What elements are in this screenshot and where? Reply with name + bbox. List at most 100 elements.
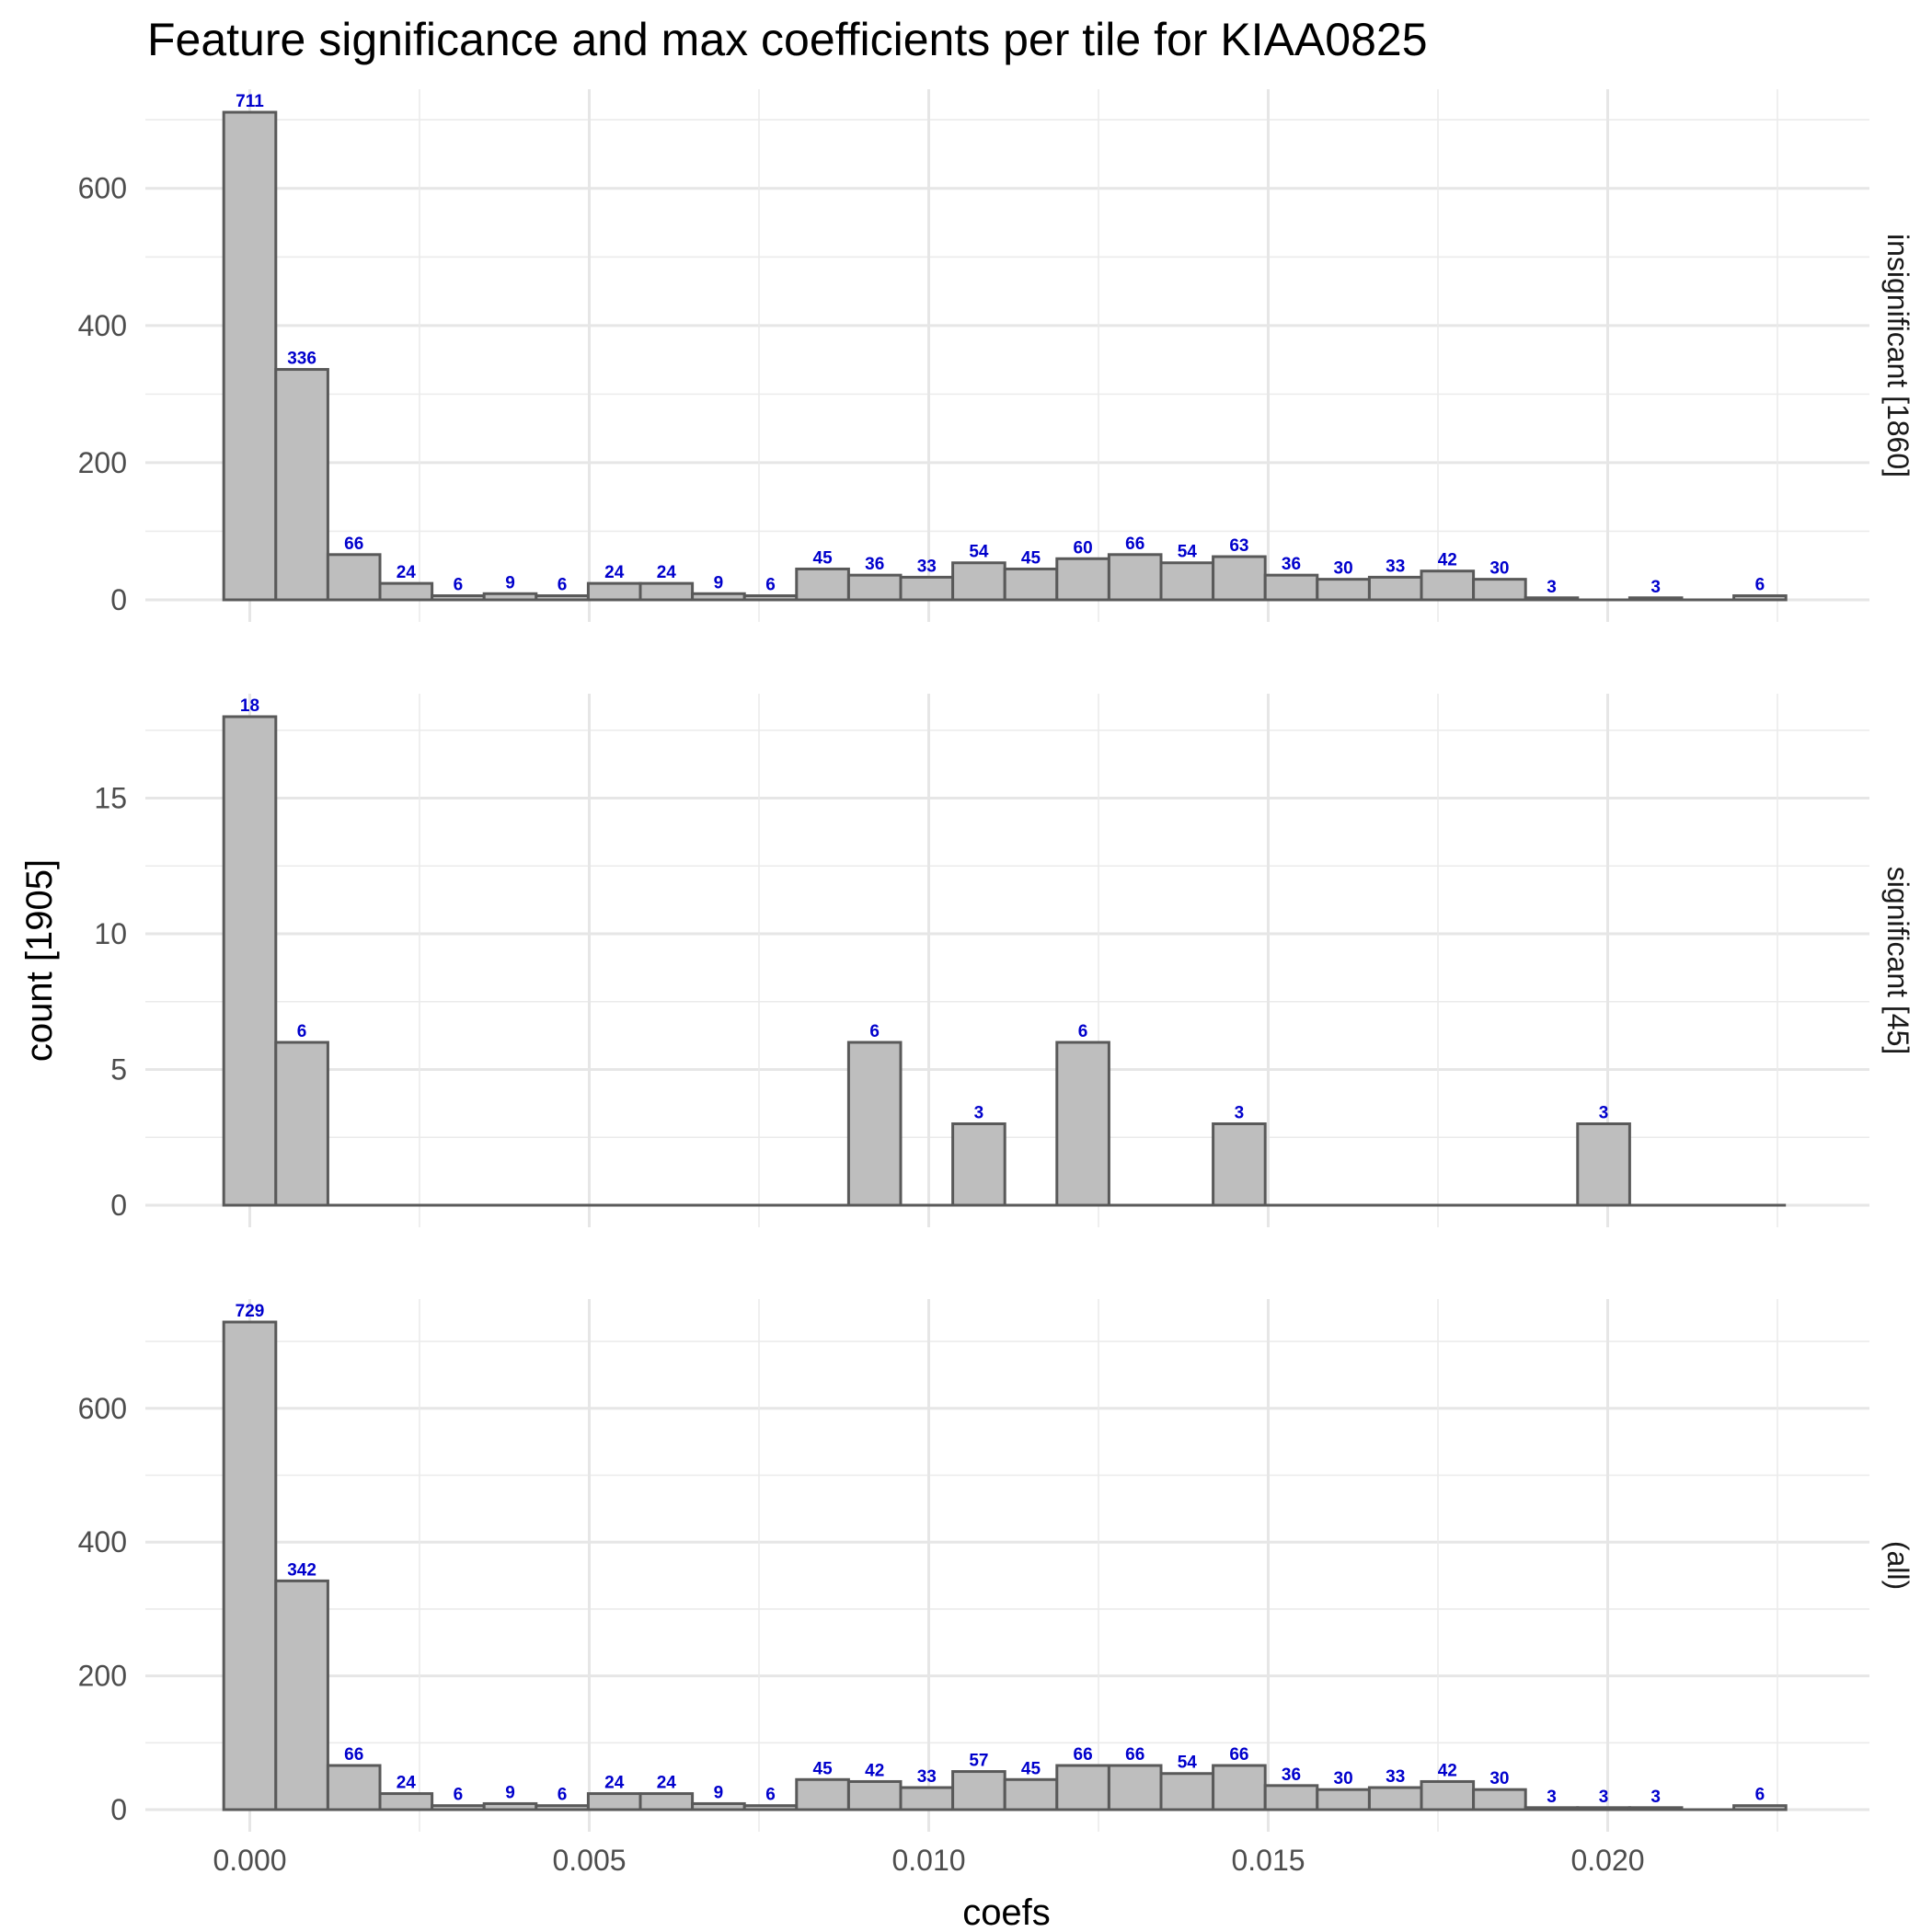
x-tick-label: 0.000 (213, 1844, 286, 1877)
histogram-bar (1159, 1772, 1215, 1811)
facet-strip-label: insignificant [1860] (1881, 234, 1915, 477)
bar-count-label: 54 (969, 543, 989, 562)
histogram-bar (1524, 596, 1580, 602)
bar-count-label: 3 (1650, 1788, 1661, 1807)
bar-count-label: 9 (714, 1783, 724, 1802)
facet-strip-label: (all) (1881, 1541, 1915, 1590)
bar-count-label: 66 (1229, 1745, 1248, 1765)
histogram-bar (1367, 575, 1423, 602)
bar-count-label: 33 (1386, 557, 1405, 576)
bar-count-label: 66 (1125, 1745, 1144, 1765)
histogram-bar (222, 1320, 278, 1811)
bar-count-label: 45 (813, 548, 834, 568)
y-tick-label: 0 (110, 1793, 127, 1826)
bar-count-label: 36 (865, 555, 884, 574)
bar-count-label: 30 (1489, 559, 1509, 579)
histogram-bar (1576, 1122, 1631, 1207)
histogram-bar (899, 575, 955, 602)
y-tick-label: 200 (78, 1660, 127, 1693)
histogram-bar (222, 715, 278, 1207)
bar-count-label: 30 (1489, 1769, 1509, 1788)
y-tick-label: 15 (94, 782, 127, 815)
histogram-bar (1003, 567, 1059, 602)
histogram-bar (1107, 1764, 1163, 1811)
bar-count-label: 33 (1386, 1767, 1405, 1787)
x-tick-label: 0.020 (1570, 1844, 1644, 1877)
bar-count-label: 6 (454, 576, 464, 595)
bar-count-label: 24 (604, 563, 625, 582)
y-tick-label: 600 (78, 1392, 127, 1425)
histogram-bar (1472, 1788, 1527, 1811)
histogram-bar (586, 581, 642, 602)
histogram-bar (1212, 1764, 1267, 1811)
histogram-bar (482, 592, 538, 602)
histogram-bar (1420, 1779, 1476, 1811)
histogram-bar (378, 581, 434, 602)
bar-count-label: 6 (1755, 576, 1765, 595)
histogram-bar (1055, 1041, 1110, 1207)
y-tick-label: 10 (94, 917, 127, 950)
histogram-bar (274, 1041, 329, 1207)
histogram-bar (274, 368, 329, 602)
histogram-bar (691, 1801, 746, 1811)
bar-count-label: 45 (1021, 1759, 1041, 1778)
histogram-bar (274, 1579, 329, 1811)
bar-count-label: 6 (1078, 1022, 1088, 1041)
bar-count-label: 342 (287, 1560, 316, 1580)
bar-count-label: 24 (397, 563, 417, 582)
x-tick-label: 0.015 (1231, 1844, 1305, 1877)
histogram-bar (1472, 578, 1527, 602)
histogram-bar (846, 1041, 903, 1207)
y-tick-label: 600 (78, 172, 127, 205)
histogram-bar (951, 1770, 1006, 1811)
bar-count-label: 42 (1438, 551, 1457, 570)
facet-strip-label: significant [45] (1881, 867, 1915, 1055)
bar-count-label: 30 (1334, 1769, 1353, 1788)
bar-count-label: 3 (1235, 1104, 1245, 1123)
bar-count-label: 6 (869, 1022, 880, 1041)
histogram-bar (951, 1122, 1006, 1207)
bar-count-label: 729 (236, 1302, 265, 1321)
histogram-bar (326, 553, 382, 602)
y-tick-label: 0 (110, 583, 127, 616)
histogram-bar (1420, 569, 1476, 602)
bar-count-label: 24 (657, 1774, 677, 1793)
histogram-bar (846, 573, 903, 602)
bar-count-label: 42 (1438, 1761, 1457, 1780)
chart-title: Feature significance and max coefficient… (147, 14, 1428, 65)
bar-count-label: 6 (1755, 1786, 1765, 1805)
bar-count-label: 9 (505, 573, 515, 592)
bar-count-label: 336 (287, 350, 316, 369)
bar-count-label: 6 (454, 1786, 464, 1805)
histogram-bar (1627, 1806, 1684, 1811)
y-tick-label: 400 (78, 309, 127, 342)
histogram-bar (1316, 578, 1371, 602)
histogram-bar (1367, 1786, 1423, 1811)
histogram-bar (1732, 1804, 1788, 1811)
bar-count-label: 66 (1125, 535, 1144, 554)
bar-count-label: 6 (765, 1786, 776, 1805)
bar-count-label: 3 (1547, 1788, 1557, 1807)
x-tick-label: 0.005 (552, 1844, 626, 1877)
bar-count-label: 66 (1074, 1745, 1093, 1765)
histogram-bar (846, 1779, 903, 1811)
histogram-bar (1627, 596, 1684, 602)
bar-count-label: 6 (765, 576, 776, 595)
histogram-bar (1524, 1806, 1580, 1811)
histogram-bar (378, 1792, 434, 1811)
bar-count-label: 9 (714, 573, 724, 592)
histogram-bar (638, 581, 695, 602)
histogram-bar (691, 592, 746, 602)
bar-count-label: 33 (917, 1767, 937, 1787)
bar-count-label: 54 (1178, 543, 1198, 562)
bar-count-label: 6 (297, 1022, 307, 1041)
histogram-bar (482, 1801, 538, 1811)
bar-count-label: 24 (397, 1774, 417, 1793)
histogram-bar (431, 1804, 486, 1811)
bar-count-label: 3 (1599, 1104, 1609, 1123)
histogram-bar (1055, 1764, 1110, 1811)
bar-count-label: 42 (865, 1761, 884, 1780)
bar-count-label: 6 (558, 576, 568, 595)
bar-count-label: 60 (1074, 538, 1093, 558)
